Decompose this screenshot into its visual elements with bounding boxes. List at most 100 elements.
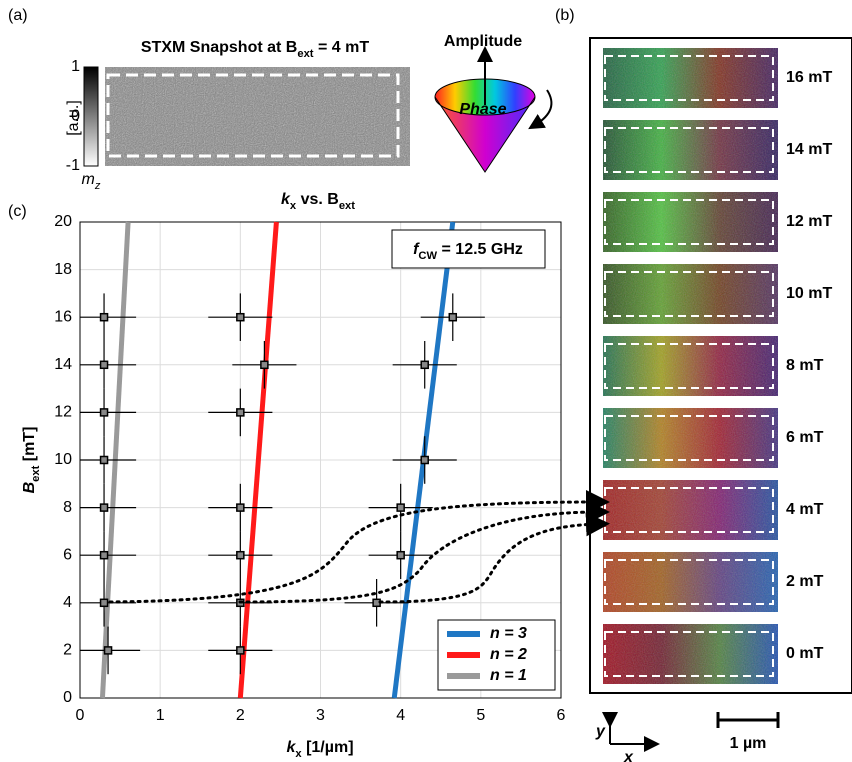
field-label: 14 mT: [786, 141, 832, 158]
cone-outline: [434, 96, 536, 173]
text-piece: CW: [418, 250, 437, 262]
snapshot-frame: [604, 343, 774, 389]
x-tick-label: 6: [557, 707, 566, 724]
y-tick-label: 8: [63, 499, 72, 516]
snapshot-frame: [604, 199, 774, 245]
text-piece: [1/µm]: [302, 739, 354, 756]
legend-label: n = 1: [490, 667, 527, 684]
colorbar-tick-label: 0: [71, 108, 80, 125]
field-label: 8 mT: [786, 357, 824, 374]
amplitude-label: Amplitude: [444, 33, 522, 50]
connector: [378, 512, 610, 604]
y-tick-label: 12: [54, 404, 72, 421]
axis-x-label: x: [623, 749, 634, 762]
annotation: fCW = 12.5 GHz: [413, 241, 523, 262]
y-tick-label: 4: [63, 594, 72, 611]
data-point: [99, 598, 109, 608]
x-tick-label: 4: [396, 707, 405, 724]
snapshot-frame: [604, 415, 774, 461]
data-point: [420, 455, 429, 465]
data-point: [99, 408, 109, 417]
snapshot-noise: [603, 336, 778, 396]
data-point: [99, 312, 109, 322]
x-tick-label: 0: [76, 707, 85, 724]
field-label: 6 mT: [786, 429, 824, 446]
data-point: [448, 312, 458, 322]
x-tick-label: 3: [316, 707, 325, 724]
y-tick-label: 6: [63, 546, 72, 563]
text-piece: f: [413, 241, 420, 258]
stxm-noise: [105, 67, 410, 166]
text-piece: x: [295, 748, 302, 760]
y-tick-label: 0: [63, 689, 72, 706]
colorbar-quantity: mz: [82, 171, 101, 192]
fit-line: [237, 221, 279, 699]
snapshot-frame: [604, 559, 774, 605]
data-point: [236, 646, 245, 655]
y-tick-label: 18: [54, 261, 72, 278]
snapshot-noise: [603, 120, 778, 180]
text-piece: m: [82, 171, 95, 188]
snapshot-noise: [603, 480, 778, 540]
y-tick-label: 20: [54, 213, 72, 230]
connector: [238, 500, 610, 604]
connector: [108, 490, 610, 604]
legend-label: n = 2: [490, 646, 527, 663]
x-tick-label: 5: [476, 707, 485, 724]
data-point: [99, 360, 109, 370]
text-piece: ext: [339, 200, 355, 212]
snapshot-frame: [589, 37, 852, 694]
data-point: [236, 312, 245, 322]
snapshot-noise: [603, 48, 778, 108]
data-point: [99, 503, 109, 512]
y-axis-label: Bext [mT]: [21, 427, 42, 494]
data-point: [99, 455, 109, 465]
data-point: [236, 503, 245, 512]
text-piece: vs. B: [296, 191, 339, 208]
y-tick-label: 10: [54, 451, 72, 468]
panel-label: (a): [8, 7, 28, 24]
dashed-frame: [106, 73, 400, 158]
y-tick-label: 14: [54, 356, 72, 373]
phase-label: Phase: [459, 101, 506, 118]
data-point: [236, 550, 245, 560]
colorbar-label: [a.u.]: [65, 100, 82, 136]
annotation-box: [391, 229, 546, 269]
colorbar-tick-label: -1: [66, 157, 80, 174]
text-piece: x: [290, 200, 297, 212]
text-piece: = 4 mT: [314, 39, 370, 56]
snapshot-noise: [603, 264, 778, 324]
text-piece: B: [21, 482, 38, 494]
snapshot-noise: [603, 408, 778, 468]
text-piece: ext: [297, 48, 313, 60]
field-label: 4 mT: [786, 501, 824, 518]
snapshot-noise: [603, 192, 778, 252]
field-label: 10 mT: [786, 285, 832, 302]
panel-label: (c): [8, 203, 27, 220]
text-piece: [mT]: [21, 427, 38, 466]
data-point: [396, 550, 405, 560]
data-point: [396, 503, 405, 512]
snapshot-noise: [603, 624, 778, 684]
text-piece: STXM Snapshot at B: [141, 39, 297, 56]
text-piece: k: [286, 739, 296, 756]
snapshot-noise: [603, 552, 778, 612]
text-piece: = 12.5 GHz: [437, 241, 523, 258]
snapshot-list: 16 mT 14 mT 12 mT 10 mT 8 mT 6 mT 4 mT 2 mT 0 mT: [603, 48, 832, 684]
scale-bar-label: 1 µm: [730, 735, 767, 752]
legend-label: n = 3: [490, 625, 527, 642]
snapshot-title: STXM Snapshot at Bext = 4 mT: [141, 39, 369, 60]
data-point: [103, 646, 113, 655]
colorbar-tick-label: 1: [71, 58, 80, 75]
y-tick-label: 2: [63, 642, 72, 659]
y-tick-label: 16: [54, 308, 72, 325]
field-label: 2 mT: [786, 573, 824, 590]
snapshot-frame: [604, 55, 774, 101]
data-point: [260, 360, 269, 370]
text-piece: k: [281, 191, 291, 208]
text-piece: z: [94, 180, 101, 192]
panel-label: (b): [555, 7, 575, 24]
text-piece: ext: [30, 465, 42, 481]
chart-title: kx vs. Bext: [281, 191, 355, 212]
